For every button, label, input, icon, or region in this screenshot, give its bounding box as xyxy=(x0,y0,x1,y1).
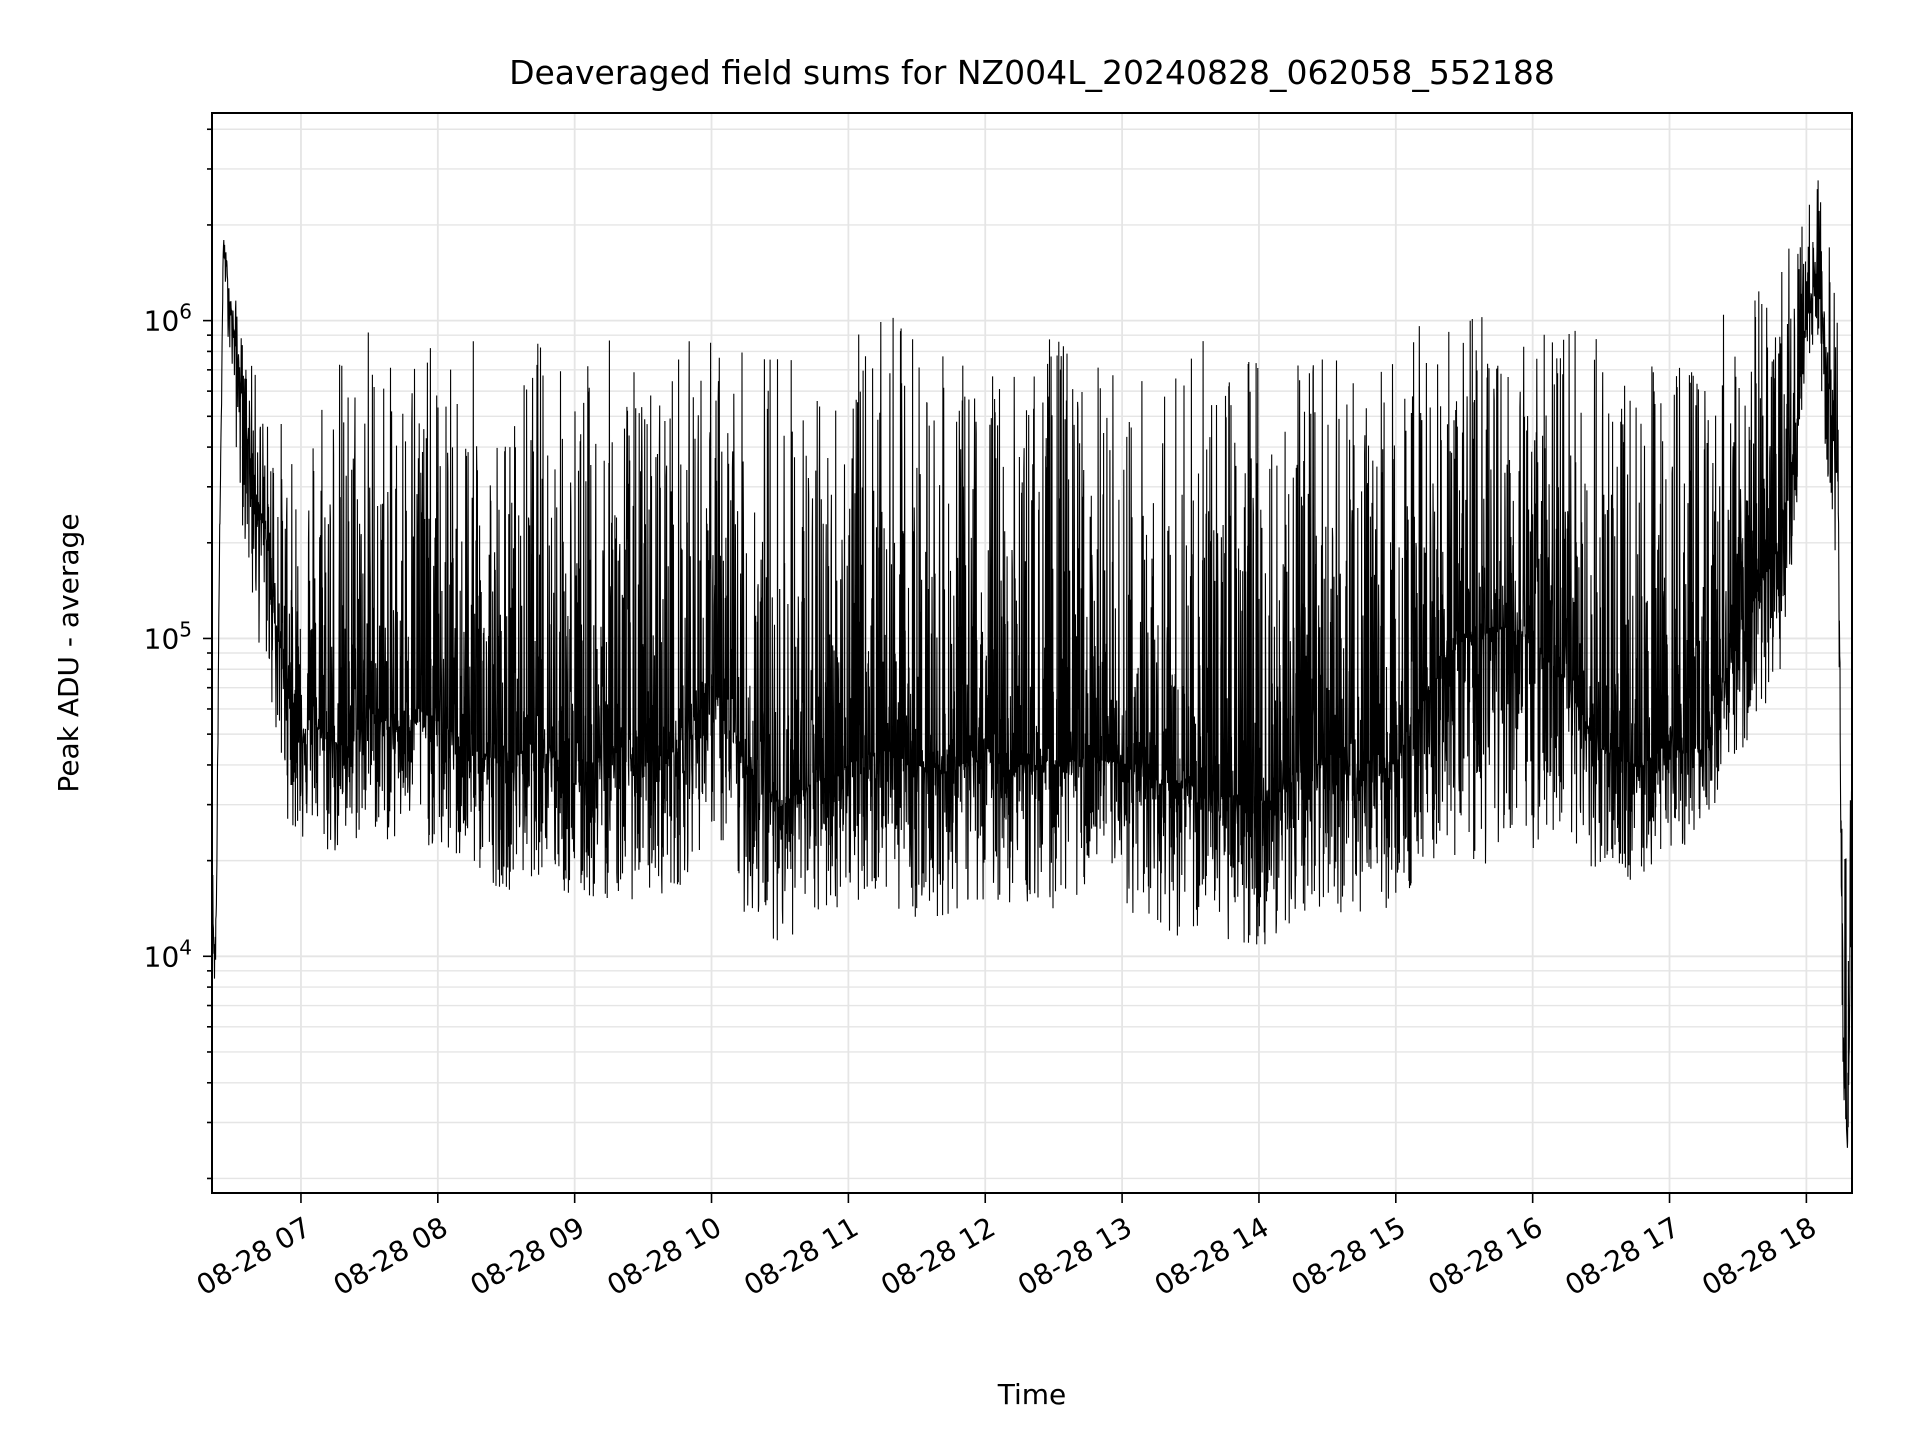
series-group xyxy=(211,180,1853,1148)
series-line xyxy=(211,180,1853,1148)
y-tick-label: 104 xyxy=(144,935,192,973)
x-tick-label: 08-28 11 xyxy=(738,1210,864,1302)
x-tick-label: 08-28 10 xyxy=(602,1210,728,1302)
y-tick-label: 105 xyxy=(144,617,192,655)
y-axis-label: Peak ADU - average xyxy=(52,513,85,792)
y-tick-label: 106 xyxy=(144,300,192,338)
x-tick-label: 08-28 13 xyxy=(1012,1210,1138,1302)
x-tick-label: 08-28 08 xyxy=(328,1210,454,1302)
x-axis: 08-28 07 08-28 08 08-28 09 08-28 10 08-28 11… xyxy=(191,1193,1822,1302)
y-tick-base: 10 xyxy=(144,622,180,655)
chart-title: Deaveraged field sums for NZ004L_2024082… xyxy=(509,53,1555,92)
x-axis-label: Time xyxy=(997,1378,1067,1411)
x-tick-label: 08-28 18 xyxy=(1696,1210,1822,1302)
y-tick-exponent: 6 xyxy=(179,300,192,324)
x-tick-label: 08-28 15 xyxy=(1286,1210,1412,1302)
y-tick-exponent: 4 xyxy=(179,935,192,959)
x-tick-label: 08-28 17 xyxy=(1559,1210,1685,1302)
x-tick-label: 08-28 12 xyxy=(875,1210,1001,1302)
y-tick-base: 10 xyxy=(144,305,180,338)
y-tick-base: 10 xyxy=(144,940,180,973)
x-tick-label: 08-28 16 xyxy=(1423,1210,1549,1302)
y-tick-exponent: 5 xyxy=(179,617,192,641)
x-tick-label: 08-28 09 xyxy=(465,1210,591,1302)
x-tick-label: 08-28 14 xyxy=(1149,1210,1275,1302)
x-tick-label: 08-28 07 xyxy=(191,1210,317,1302)
